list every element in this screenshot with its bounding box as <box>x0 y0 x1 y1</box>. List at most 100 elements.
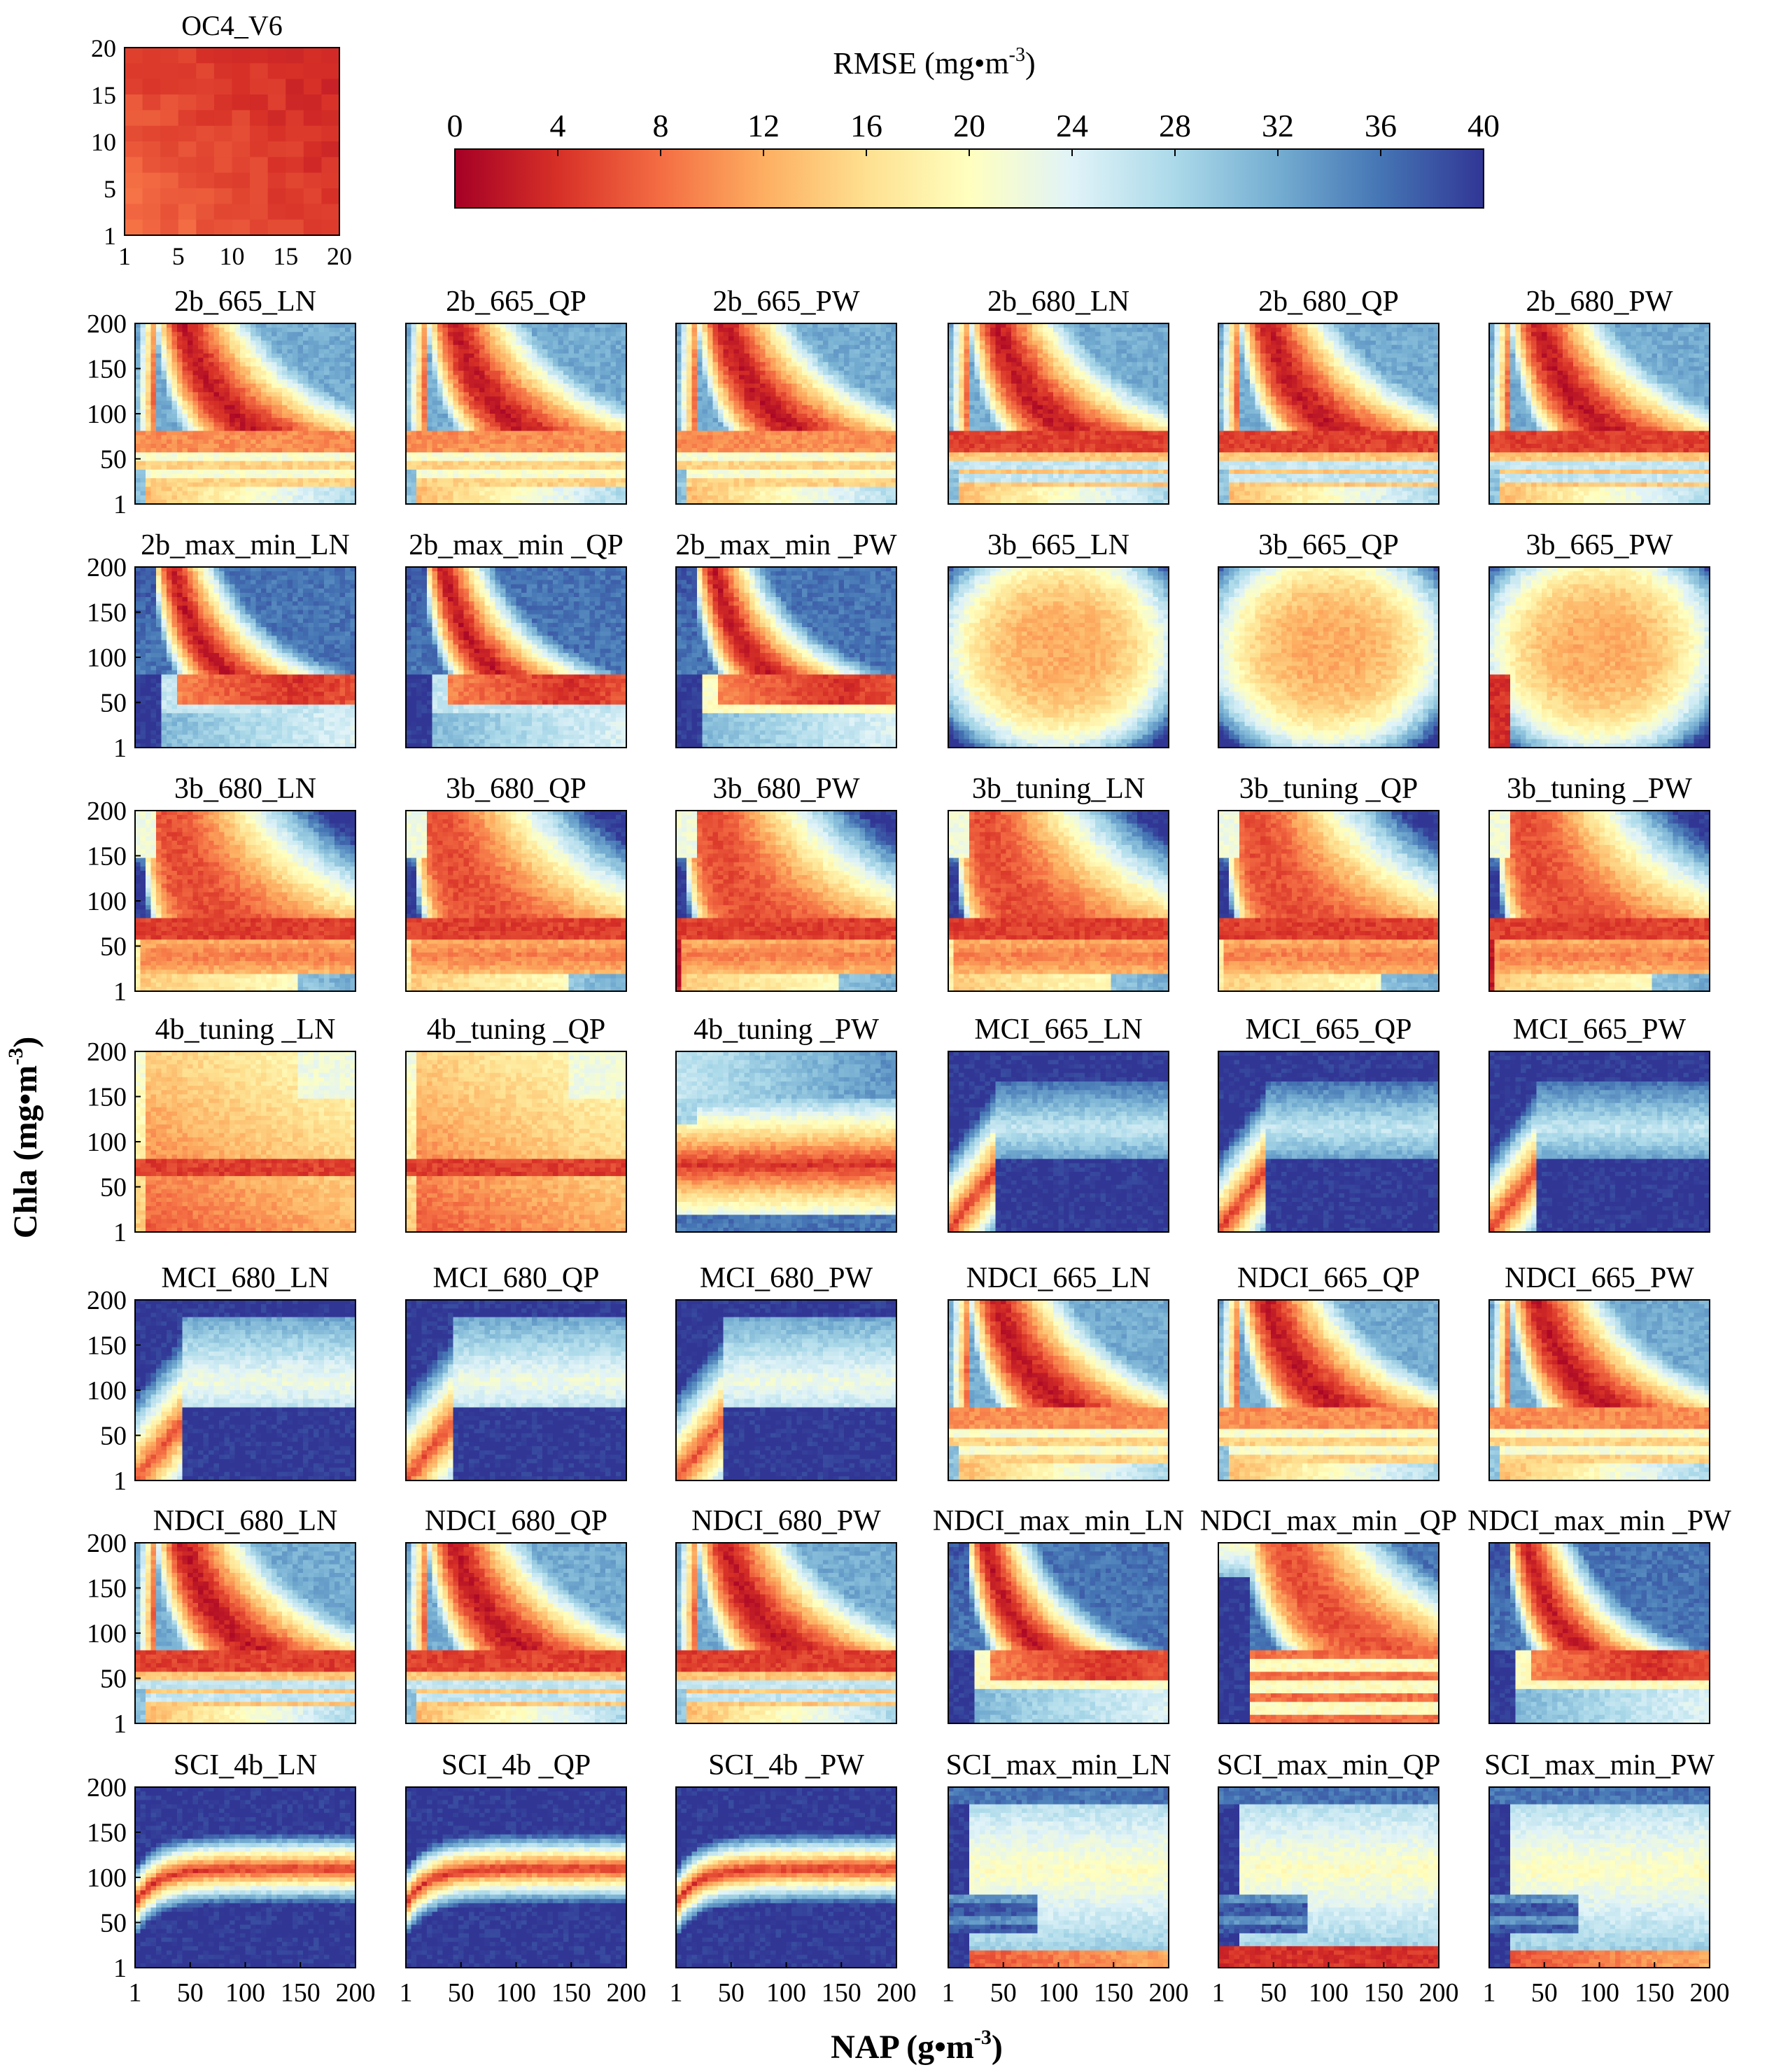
heat-cell <box>162 448 167 453</box>
heat-cell <box>156 328 162 332</box>
heat-cell <box>146 349 151 354</box>
heat-cell <box>135 491 141 496</box>
heat-cell <box>167 474 172 479</box>
heat-cell <box>167 482 172 487</box>
inset-cell <box>178 48 197 64</box>
inset-cell <box>160 157 178 173</box>
inset-cell <box>250 79 268 95</box>
heat-cell <box>135 392 141 397</box>
inset-cell <box>214 126 232 142</box>
heat-cell <box>135 336 141 341</box>
inset-cell <box>286 204 304 220</box>
inset-cell <box>178 94 197 111</box>
heat-cell <box>167 422 172 427</box>
inset-cell <box>125 79 143 95</box>
heat-cell <box>141 418 146 423</box>
heat-cell <box>156 336 162 341</box>
heat-cell <box>146 388 151 393</box>
inset-cell <box>232 94 251 111</box>
inset-cell <box>232 173 251 189</box>
heat-cell <box>141 444 146 449</box>
heat-cell <box>167 328 172 332</box>
heat-cell <box>141 375 146 380</box>
heat-cell <box>167 456 172 461</box>
heat-cell <box>167 465 172 470</box>
inset-cell <box>178 63 197 79</box>
heat-cell <box>156 341 162 346</box>
inset-cell <box>214 220 232 236</box>
heat-cell <box>141 452 146 457</box>
inset-x-tick-label: 10 <box>220 242 245 270</box>
inset-cell <box>304 48 322 64</box>
inset-cell <box>125 173 143 189</box>
heat-cell <box>167 491 172 496</box>
heat-cell <box>151 461 157 466</box>
heat-cell <box>135 478 141 483</box>
heat-cell <box>151 456 157 461</box>
heat-cell <box>151 414 157 419</box>
heat-cell <box>141 366 146 371</box>
heat-cell <box>146 396 151 401</box>
inset-cell <box>143 79 161 95</box>
heat-cell <box>151 422 157 427</box>
inset-cell <box>214 94 232 111</box>
inset-cell <box>196 220 214 236</box>
inset-cell <box>160 79 178 95</box>
heat-cell <box>135 401 141 406</box>
heat-cell <box>167 349 172 354</box>
heat-cell <box>167 414 172 419</box>
inset-cell <box>268 173 286 189</box>
inset-cell <box>160 204 178 220</box>
heat-cell <box>135 431 141 436</box>
inset-y-tick-label: 10 <box>91 128 116 156</box>
colorbar-tick-label: 24 <box>1056 108 1088 144</box>
inset-cell <box>178 126 197 142</box>
heat-cell <box>141 478 146 483</box>
heat-cell <box>141 491 146 496</box>
inset-cell <box>125 157 143 173</box>
heat-cell <box>135 470 141 475</box>
inset-cell <box>321 188 339 204</box>
inset-cell <box>321 141 339 158</box>
heat-cell <box>167 358 172 363</box>
heat-cell <box>167 486 172 491</box>
inset-cell <box>143 220 161 236</box>
heat-cell <box>156 422 162 427</box>
heat-cell <box>156 410 162 414</box>
heat-cell <box>162 345 167 350</box>
heat-cell <box>151 470 157 475</box>
inset-cell <box>125 63 143 79</box>
heat-cell <box>135 349 141 354</box>
heat-cell <box>156 379 162 384</box>
inset-cell <box>304 141 322 158</box>
heat-cell <box>156 461 162 466</box>
inset-cell <box>268 48 286 64</box>
heat-cell <box>162 392 167 397</box>
heat-cell <box>162 452 167 457</box>
inset-cell <box>214 79 232 95</box>
inset-cell <box>321 204 339 220</box>
heat-cell <box>156 474 162 479</box>
heat-cell <box>141 323 146 328</box>
heat-cell <box>162 332 167 337</box>
inset-cell <box>143 94 161 111</box>
colorbar-tick-label: 8 <box>653 108 669 144</box>
heat-cell <box>141 496 146 500</box>
heat-cell <box>162 444 167 449</box>
heat-cell <box>146 401 151 406</box>
inset-cell <box>125 141 143 158</box>
heat-cell <box>151 349 157 354</box>
heat-cell <box>156 435 162 440</box>
heat-cell <box>135 341 141 346</box>
heat-cell <box>151 426 157 431</box>
inset-cell <box>268 204 286 220</box>
inset-cell <box>232 220 251 236</box>
heat-cell <box>146 375 151 380</box>
heat-cell <box>162 328 167 332</box>
heat-cell <box>156 349 162 354</box>
inset-cell <box>125 220 143 236</box>
heat-cell <box>162 435 167 440</box>
inset-cell <box>214 173 232 189</box>
heat-cell <box>167 478 172 483</box>
inset-x-tick-label: 1 <box>118 242 131 270</box>
